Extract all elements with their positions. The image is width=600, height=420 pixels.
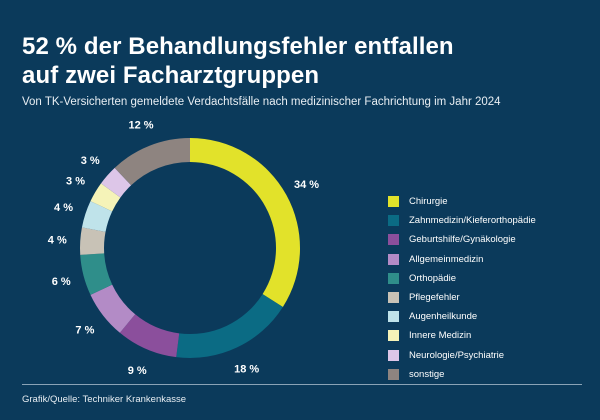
legend-swatch — [388, 330, 399, 342]
legend-item-pflegefehler: Pflegefehler — [388, 288, 588, 307]
legend-swatch — [388, 272, 399, 284]
legend-item-geburtshilfe-gyn-kologie: Geburtshilfe/Gynäkologie — [388, 230, 588, 249]
footer-divider — [22, 384, 582, 385]
legend-item-neurologie-psychiatrie: Neurologie/Psychiatrie — [388, 346, 588, 365]
title-line-1: 52 % der Behandlungsfehler entfallen — [22, 33, 454, 60]
slice-chirurgie — [190, 138, 300, 307]
slice-orthop-die — [80, 253, 113, 295]
data-label-augenheilkunde: 4 % — [54, 202, 73, 214]
legend-item-sonstige: sonstige — [388, 365, 588, 384]
legend-label: Augenheilkunde — [409, 311, 478, 323]
legend-swatch — [388, 349, 399, 361]
legend-label: Geburtshilfe/Gynäkologie — [409, 234, 516, 246]
title-line-2: auf zwei Facharztgruppen — [22, 62, 320, 89]
data-label-orthop-die: 6 % — [52, 276, 71, 288]
chart-legend: Chirurgie Zahnmedizin/Kieferorthopädie Geb… — [388, 192, 588, 384]
data-label-geburtshilfe-gyn-kologie: 9 % — [128, 365, 147, 377]
data-label-innere-medizin: 3 % — [66, 175, 85, 187]
slice-sonstige — [114, 138, 190, 186]
legend-swatch — [388, 368, 399, 380]
legend-label: Orthopädie — [409, 272, 457, 284]
legend-item-augenheilkunde: Augenheilkunde — [388, 307, 588, 326]
legend-item-zahnmedizin-kieferorthop-die: Zahnmedizin/Kieferorthopädie — [388, 211, 588, 230]
legend-item-innere-medizin: Innere Medizin — [388, 326, 588, 345]
chart-title: 52 % der Behandlungsfehler entfallen auf… — [22, 32, 582, 90]
chart-subtitle: Von TK-Versicherten gemeldete Verdachtsf… — [22, 96, 501, 108]
legend-item-chirurgie: Chirurgie — [388, 192, 588, 211]
slice-neurologie-psychiatrie — [101, 167, 132, 198]
slice-augenheilkunde — [81, 201, 113, 232]
legend-swatch — [388, 196, 399, 208]
data-label-neurologie-psychiatrie: 3 % — [81, 155, 100, 167]
legend-item-allgemeinmedizin: Allgemeinmedizin — [388, 250, 588, 269]
source-note: Grafik/Quelle: Techniker Krankenkasse — [22, 394, 187, 405]
data-label-sonstige: 12 % — [129, 119, 154, 131]
legend-label: sonstige — [409, 368, 445, 380]
legend-swatch — [388, 234, 399, 246]
legend-label: Pflegefehler — [409, 292, 460, 304]
slice-innere-medizin — [90, 183, 121, 212]
legend-swatch — [388, 215, 399, 227]
slice-zahnmedizin-kieferorthop-die — [176, 294, 283, 359]
legend-label: Neurologie/Psychiatrie — [409, 349, 505, 361]
data-label-pflegefehler: 4 % — [48, 235, 67, 247]
data-label-allgemeinmedizin: 7 % — [75, 325, 94, 337]
data-label-zahnmedizin-kieferorthop-die: 18 % — [234, 363, 259, 375]
legend-swatch — [388, 311, 399, 323]
legend-label: Innere Medizin — [409, 330, 472, 342]
slice-allgemeinmedizin — [90, 284, 136, 333]
slice-pflegefehler — [80, 227, 106, 255]
legend-label: Zahnmedizin/Kieferorthopädie — [409, 215, 536, 227]
legend-label: Chirurgie — [409, 196, 448, 208]
legend-label: Allgemeinmedizin — [409, 253, 484, 265]
legend-swatch — [388, 253, 399, 265]
legend-item-orthop-die: Orthopädie — [388, 269, 588, 288]
legend-swatch — [388, 292, 399, 304]
data-label-chirurgie: 34 % — [294, 179, 319, 191]
slice-geburtshilfe-gyn-kologie — [119, 314, 180, 358]
